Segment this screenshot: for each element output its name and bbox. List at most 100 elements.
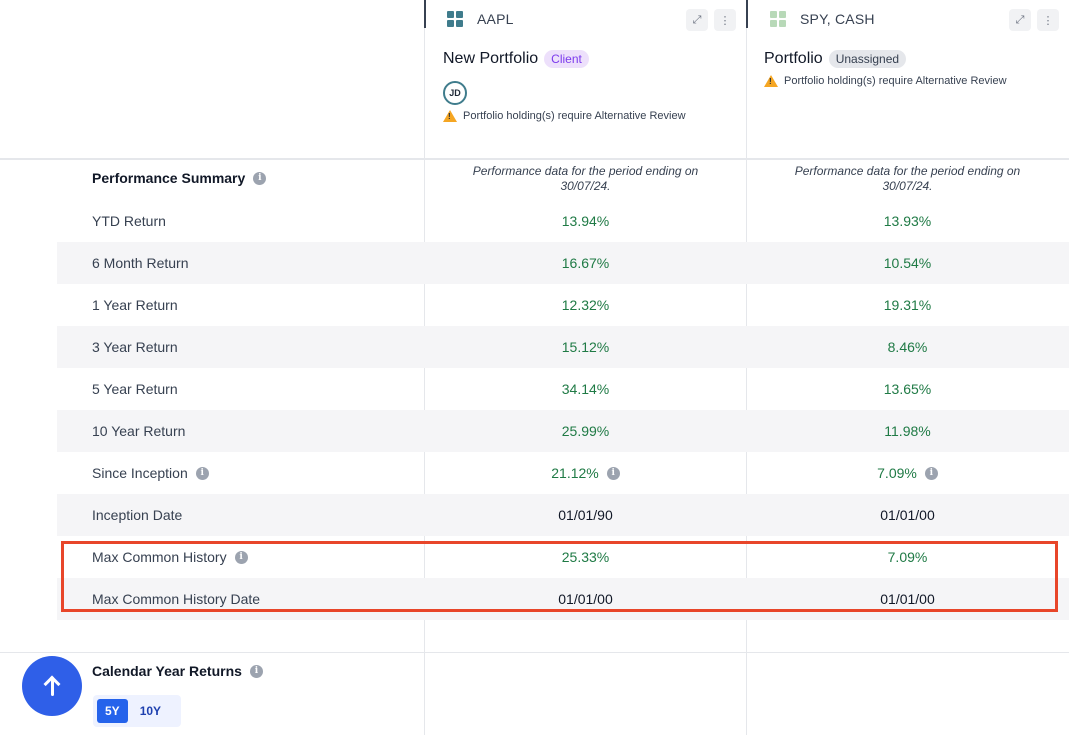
row-label: 6 Month Return (92, 255, 189, 271)
table-row: YTD Return 13.94% 13.93% (57, 200, 1069, 242)
cell-value: 15.12% (425, 339, 746, 355)
cell-value: 34.14% (425, 381, 746, 397)
row-label-text: YTD Return (92, 213, 166, 229)
grid-icon (447, 11, 463, 27)
cell-value: 21.12% i (425, 465, 746, 481)
performance-summary-header: Performance Summary i Performance data f… (57, 160, 1069, 200)
warning-text: Portfolio holding(s) require Alternative… (784, 75, 1007, 87)
alternative-review-warning: Portfolio holding(s) require Alternative… (764, 75, 1007, 87)
cell-value-text: 15.12% (561, 339, 610, 355)
avatar[interactable]: JD (443, 81, 467, 105)
column-divider (746, 0, 748, 28)
portfolio-column-header-2: SPY, CASH ⤢ ⋮ Portfolio Unassigned Portf… (748, 0, 1069, 158)
row-label: YTD Return (92, 213, 166, 229)
cell-value: 25.99% (425, 423, 746, 439)
cell-value: 8.46% (747, 339, 1068, 355)
tab-title: AAPL (477, 11, 514, 27)
info-icon[interactable]: i (249, 664, 263, 678)
info-icon[interactable]: i (924, 466, 938, 480)
warning-icon (764, 75, 778, 87)
period-toggle: 5Y 10Y (93, 695, 181, 727)
cell-value-text: 13.65% (883, 381, 932, 397)
warning-text: Portfolio holding(s) require Alternative… (463, 110, 686, 122)
row-label: 3 Year Return (92, 339, 178, 355)
cell-value: 01/01/00 (425, 591, 746, 607)
table-row: 6 Month Return 16.67% 10.54% (57, 242, 1069, 284)
row-label: Max Common History Date (92, 591, 260, 607)
cell-value-text: 01/01/00 (880, 591, 935, 607)
portfolio-tab-2[interactable]: SPY, CASH ⤢ ⋮ (748, 6, 1069, 32)
cell-value: 7.09% i (747, 465, 1068, 481)
cell-value: 11.98% (747, 423, 1068, 439)
table-row: 1 Year Return 12.32% 19.31% (57, 284, 1069, 326)
column-divider (746, 28, 747, 735)
cell-value: 25.33% (425, 549, 746, 565)
row-label: 1 Year Return (92, 297, 178, 313)
comparison-header: AAPL ⤢ ⋮ New Portfolio Client JD Portfol… (0, 0, 1069, 160)
period-note: Performance data for the period ending o… (794, 164, 1021, 193)
cell-value-text: 34.14% (561, 381, 610, 397)
cell-value-text: 13.93% (883, 213, 932, 229)
cell-value: 01/01/00 (747, 507, 1068, 523)
info-icon[interactable]: i (253, 171, 267, 185)
cell-value-text: 01/01/00 (880, 507, 935, 523)
table-row: Since Inception i 21.12% i 7.09% i (57, 452, 1069, 494)
warning-icon (443, 110, 457, 122)
period-note: Performance data for the period ending o… (472, 164, 699, 193)
cell-value-text: 25.99% (561, 423, 610, 439)
row-label-text: 6 Month Return (92, 255, 189, 271)
row-label-text: Max Common History (92, 549, 227, 565)
row-label-text: 10 Year Return (92, 423, 186, 439)
cell-value: 01/01/90 (425, 507, 746, 523)
cell-value-text: 7.09% (887, 549, 928, 565)
info-icon[interactable]: i (606, 466, 620, 480)
cell-value-text: 01/01/00 (558, 591, 613, 607)
row-label-text: Max Common History Date (92, 591, 261, 607)
grid-icon (770, 11, 786, 27)
cell-value: 12.32% (425, 297, 746, 313)
table-row: 5 Year Return 34.14% 13.65% (57, 368, 1069, 410)
portfolio-column-header-1: AAPL ⤢ ⋮ New Portfolio Client JD Portfol… (425, 0, 746, 158)
portfolio-tab-1[interactable]: AAPL ⤢ ⋮ (425, 6, 746, 32)
row-label-text: 3 Year Return (92, 339, 178, 355)
table-row: Max Common History Date 01/01/00 01/01/00 (57, 578, 1069, 620)
expand-icon[interactable]: ⤢ (1009, 9, 1031, 31)
row-label: Inception Date (92, 507, 182, 523)
cell-value-text: 12.32% (561, 297, 610, 313)
scroll-to-top-button[interactable] (22, 656, 82, 716)
row-label: 5 Year Return (92, 381, 178, 397)
portfolio-name: New Portfolio (443, 50, 539, 67)
cell-value: 7.09% (747, 549, 1068, 565)
more-options-icon[interactable]: ⋮ (714, 9, 736, 31)
arrow-up-icon (40, 674, 64, 698)
cell-value-text: 11.98% (884, 423, 931, 439)
row-label: Since Inception i (92, 465, 209, 481)
tab-title: SPY, CASH (800, 11, 875, 27)
section-title: Calendar Year Returns (92, 663, 242, 679)
cell-value-text: 19.31% (883, 297, 932, 313)
more-options-icon[interactable]: ⋮ (1037, 9, 1059, 31)
cell-value: 13.94% (425, 213, 746, 229)
client-badge: Client (544, 50, 589, 68)
expand-icon[interactable]: ⤢ (686, 9, 708, 31)
cell-value: 01/01/00 (747, 591, 1068, 607)
cell-value-text: 7.09% (877, 465, 917, 481)
cell-value-text: 21.12% (551, 465, 599, 481)
cell-value: 13.93% (747, 213, 1068, 229)
unassigned-badge: Unassigned (828, 50, 907, 68)
alternative-review-warning: Portfolio holding(s) require Alternative… (443, 110, 686, 122)
cell-value-text: 10.54% (883, 255, 932, 271)
info-icon[interactable]: i (195, 466, 209, 480)
calendar-year-returns-header: Calendar Year Returns i (92, 663, 263, 679)
column-divider (424, 0, 426, 28)
row-label-text: 5 Year Return (92, 381, 178, 397)
info-icon[interactable]: i (234, 550, 248, 564)
cell-value-text: 16.67% (561, 255, 610, 271)
section-divider (0, 652, 1069, 653)
cell-value-text: 25.33% (561, 549, 610, 565)
period-5y-button[interactable]: 5Y (97, 699, 128, 723)
portfolio-name: Portfolio (764, 50, 823, 67)
row-label-text: Inception Date (92, 507, 183, 523)
period-10y-button[interactable]: 10Y (139, 704, 162, 718)
cell-value-text: 8.46% (887, 339, 928, 355)
